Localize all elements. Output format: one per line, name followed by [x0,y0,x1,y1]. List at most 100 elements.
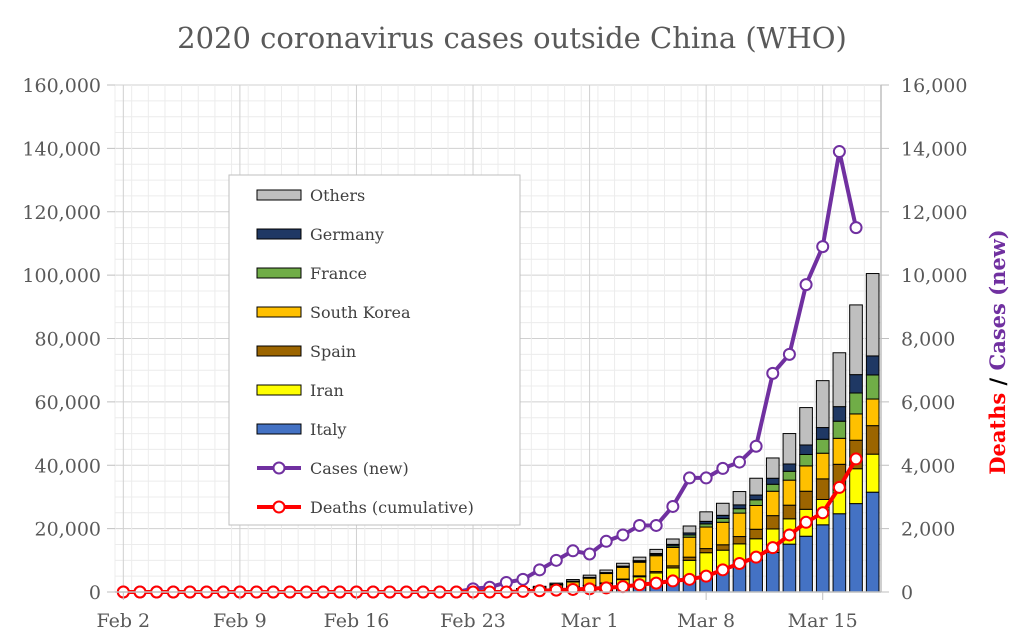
bar-south-korea [732,512,747,538]
bar-spain [715,544,730,551]
point-deaths-cumulative [599,581,613,595]
bar-south-korea [749,504,763,530]
legend-swatch-others [256,189,302,201]
bar-south-korea [632,561,647,577]
point-cases-new [666,499,680,513]
legend-swatch-south-korea [256,306,302,318]
bar-germany [732,504,747,510]
point-deaths-cumulative [666,574,680,588]
bar-italy [865,491,880,593]
bar-south-korea [849,413,863,441]
bar-iran [865,453,880,493]
point-deaths-cumulative [533,584,547,598]
bar-france [865,374,880,400]
point-cases-new [566,544,580,558]
point-cases-new [799,278,813,292]
legend-marker-cases-new [272,461,286,475]
bar-spain [799,490,813,510]
right-axis-tick-label: 16,000 [901,75,967,97]
bar-others [632,556,647,562]
point-deaths-cumulative [766,541,780,555]
bar-italy [799,535,813,593]
bar-others [666,538,680,545]
point-deaths-cumulative [849,452,863,466]
bar-others [699,511,713,522]
left-axis-tick-label: 80,000 [35,329,101,351]
bar-france [782,470,797,481]
bar-others [832,352,847,408]
bar-spain [865,425,880,455]
point-cases-new [749,439,763,453]
right-axis-label-deaths: Deaths [985,393,1010,475]
bar-france [799,453,813,467]
legend-label-cases-new: Cases (new) [310,459,409,478]
right-axis-label-cases: Cases (new) [985,229,1010,370]
bar-others [849,304,863,376]
point-cases-new [633,518,647,532]
legend-label-others: Others [310,186,365,205]
bar-italy [782,543,797,593]
bar-south-korea [699,526,713,550]
left-axis-tick-label: 120,000 [22,202,101,224]
x-axis-tick-label: Mar 15 [788,610,858,632]
bar-others [649,548,664,554]
point-cases-new [533,563,547,577]
point-deaths-cumulative [749,550,763,564]
bar-others [765,457,780,479]
left-axis-tick-label: 140,000 [22,138,101,160]
point-cases-new [683,471,696,485]
bar-others [782,433,797,465]
x-axis-tick-label: Mar 1 [561,610,619,632]
right-axis-tick-label: 4,000 [901,455,955,477]
bar-south-korea [649,555,664,573]
legend-label-italy: Italy [310,420,346,439]
point-cases-new [699,471,713,485]
bar-italy [849,503,863,593]
bar-spain [732,536,747,545]
point-cases-new [549,553,563,567]
bar-germany [849,374,863,394]
point-deaths-cumulative [816,506,830,520]
point-deaths-cumulative [549,583,563,597]
bar-south-korea [682,536,697,558]
left-axis-tick-label: 20,000 [35,519,101,541]
bar-others [715,502,730,516]
point-cases-new [583,547,597,561]
right-axis-tick-label: 10,000 [901,265,967,287]
bar-south-korea [616,566,630,580]
right-axis-tick-label: 0 [901,582,913,604]
legend-label-spain: Spain [310,342,356,361]
point-cases-new [816,240,830,254]
point-cases-new [766,366,780,380]
bar-others [616,562,630,567]
bar-germany [865,355,880,376]
point-deaths-cumulative [716,563,730,577]
bar-south-korea [715,521,730,546]
legend-label-south-korea: South Korea [310,303,411,322]
x-axis-tick-label: Feb 23 [440,610,506,632]
bar-italy [749,559,763,593]
bar-germany [799,444,813,455]
bar-spain [765,515,780,530]
point-deaths-cumulative [799,515,813,529]
legend-label-france: France [310,264,367,283]
point-cases-new [716,461,730,475]
point-cases-new [649,518,663,532]
point-cases-new [599,534,613,548]
bar-south-korea [666,546,680,567]
point-deaths-cumulative [699,569,713,583]
legend-label-iran: Iran [310,381,344,400]
bar-france [749,499,763,506]
legend-swatch-france [256,267,302,279]
legend-label-deaths-cumulative: Deaths (cumulative) [310,498,474,517]
right-axis-label: Deaths / Cases (new) [985,229,1010,475]
legend-swatch-germany [256,228,302,240]
x-axis-tick-label: Feb 2 [96,610,150,632]
bar-france [732,508,747,514]
bar-spain [749,528,763,540]
bar-france [832,420,847,439]
point-cases-new [832,145,846,159]
left-axis-tick-label: 160,000 [22,75,101,97]
right-axis-tick-label: 12,000 [901,202,967,224]
